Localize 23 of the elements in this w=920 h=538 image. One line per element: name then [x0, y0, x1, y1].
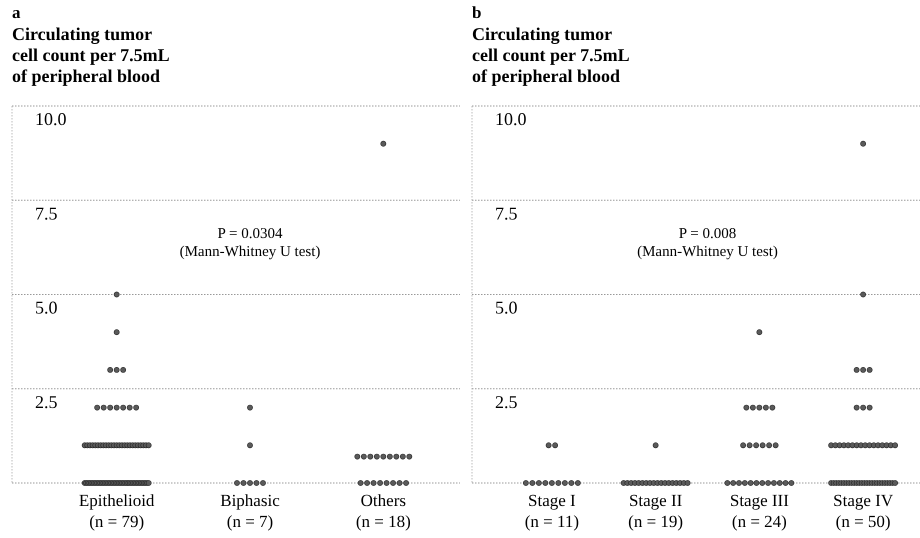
y-tick-label: 7.5: [35, 203, 58, 224]
x-tick-label: Stage IV (n = 50): [833, 491, 894, 531]
x-tick-label: Biphasic (n = 7): [220, 491, 280, 531]
y-axis-title: Circulating tumor cell count per 7.5mL of peripheral blood: [12, 24, 170, 86]
y-tick-label: 10.0: [495, 109, 526, 129]
chart-title: b: [472, 3, 482, 22]
x-tick-label: Epithelioid (n = 79): [78, 491, 155, 531]
y-tick-label: 10.0: [35, 109, 66, 129]
x-tick-label: Stage III (n = 24): [730, 491, 790, 531]
x-tick-label: Stage I (n = 11): [524, 491, 580, 531]
chart-title: a: [12, 3, 21, 22]
annotation: P = 0.008: [678, 226, 736, 242]
y-axis-title: Circulating tumor cell count per 7.5mL of peripheral blood: [472, 24, 630, 86]
y-tick-label: 2.5: [35, 392, 58, 412]
x-tick-label: Others (n = 18): [356, 491, 411, 531]
annotation: (Mann-Whitney U test): [180, 244, 320, 260]
x-tick-label: Stage II (n = 19): [628, 491, 684, 531]
y-tick-label: 5.0: [495, 298, 518, 318]
annotation: (Mann-Whitney U test): [637, 244, 778, 260]
y-tick-label: 5.0: [35, 298, 58, 318]
y-tick-label: 7.5: [495, 203, 518, 224]
y-tick-label: 2.5: [495, 392, 518, 412]
annotation: P = 0.0304: [218, 226, 283, 242]
